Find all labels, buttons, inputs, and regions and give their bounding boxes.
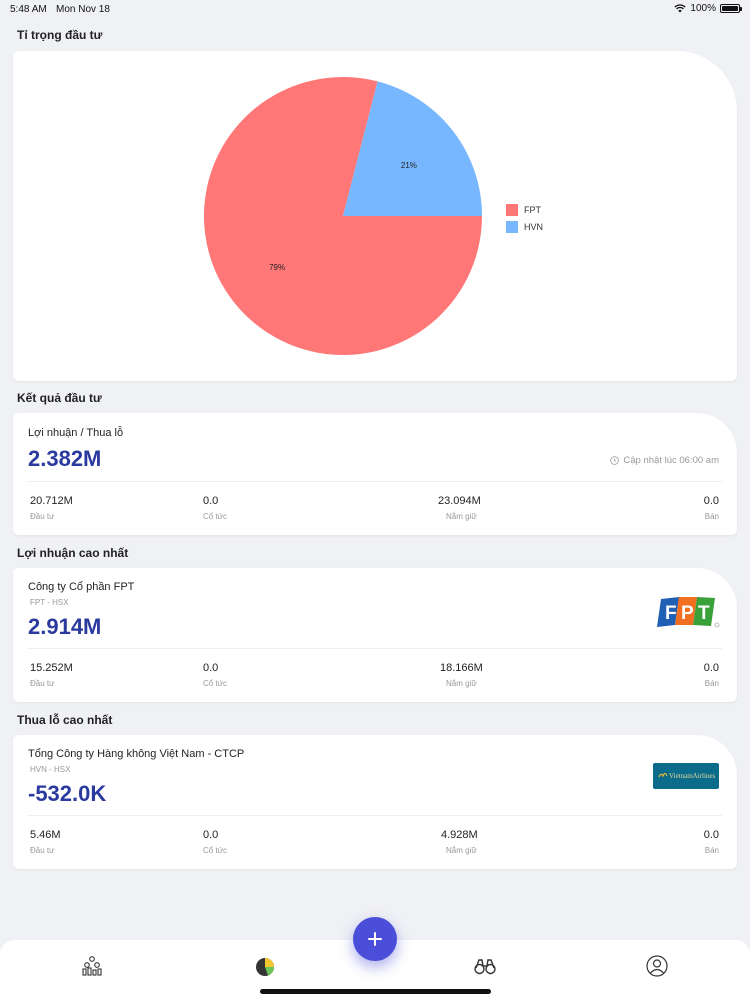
divider (28, 481, 722, 482)
stat-invest: 15.252M Đầu tư (30, 662, 73, 688)
pie-chart-icon[interactable] (253, 954, 277, 978)
updated-text: Cập nhật lúc 06:00 am (623, 455, 719, 466)
pie-chart: 79% 21% (203, 76, 483, 356)
profit-loss-value: 2.382M (28, 446, 102, 471)
loss-value: -532.0K (28, 781, 107, 806)
svg-text:F: F (665, 603, 677, 624)
status-right: 100% (674, 3, 742, 14)
stat-dividend: 0.0 Cổ tức (203, 829, 227, 855)
pie-slice-label: 79% (269, 263, 285, 272)
ticker: FPT - HSX (30, 598, 69, 607)
top-loss-card[interactable]: Tổng Công ty Hàng không Việt Nam - CTCP … (13, 735, 737, 869)
stat-label: Cổ tức (203, 846, 228, 855)
stat-invest: 20.712M Đầu tư (30, 495, 73, 521)
stat-holding: 4.928M Nắm giữ (441, 829, 478, 855)
results-card[interactable]: Lợi nhuận / Thua lỗ 2.382M Cập nhật lúc … (13, 413, 737, 535)
section-title-results: Kết quả đầu tư (17, 391, 102, 405)
legend-label: HVN (524, 221, 544, 232)
pie-legend: FPT HVN (506, 201, 543, 235)
section-title-allocation: Tỉ trọng đầu tư (17, 28, 103, 42)
divider (28, 648, 722, 649)
stat-value: 0.0 (703, 495, 719, 507)
stat-value: 0.0 (703, 829, 719, 841)
stat-label: Đầu tư (30, 679, 55, 688)
stat-label: Cổ tức (203, 512, 228, 521)
svg-text:VietnamAirlines: VietnamAirlines (669, 772, 716, 780)
battery-icon (720, 4, 742, 13)
stat-value: 15.252M (30, 662, 73, 674)
profile-icon[interactable] (645, 954, 669, 978)
stat-label: Bán (704, 512, 719, 521)
stat-label: Nắm giữ (446, 679, 477, 688)
wifi-icon (674, 4, 687, 13)
stat-value: 0.0 (703, 662, 719, 674)
svg-text:T: T (698, 603, 710, 624)
stat-label: Nắm giữ (446, 512, 477, 521)
profit-value: 2.914M (28, 614, 102, 639)
status-date: Mon Nov 18 (56, 4, 110, 15)
stat-holding: 18.166M Nắm giữ (440, 662, 483, 688)
company-name: Tổng Công ty Hàng không Việt Nam - CTCP (28, 748, 245, 760)
updated-time: Cập nhật lúc 06:00 am (610, 455, 719, 466)
stat-sold: 0.0 Bán (704, 662, 719, 688)
stat-label: Đầu tư (30, 512, 55, 521)
binoculars-icon[interactable] (473, 954, 497, 978)
status-bar: 5:48 AM Mon Nov 18 100% (0, 0, 750, 18)
divider (28, 815, 722, 816)
stat-label: Nắm giữ (446, 846, 477, 855)
ticker: HVN - HSX (30, 765, 71, 774)
portfolio-icon[interactable] (80, 954, 104, 978)
legend-swatch (506, 203, 518, 216)
profit-loss-label: Lợi nhuận / Thua lỗ (28, 427, 124, 439)
home-indicator (260, 989, 491, 994)
stat-value: 0.0 (203, 829, 219, 841)
section-title-top-profit: Lợi nhuận cao nhất (17, 546, 129, 560)
add-button[interactable] (353, 917, 397, 961)
stat-holding: 23.094M Nắm giữ (438, 495, 481, 521)
stat-label: Đầu tư (30, 846, 55, 855)
legend-item-fpt[interactable]: FPT (506, 201, 543, 218)
allocation-card: 79% 21% FPT HVN (13, 51, 737, 381)
add-icon (368, 932, 382, 946)
stat-label: Bán (704, 846, 719, 855)
stat-value: 0.0 (203, 495, 219, 507)
stat-value: 5.46M (30, 829, 61, 841)
legend-label: FPT (524, 204, 541, 215)
stat-value: 0.0 (203, 662, 219, 674)
stat-label: Cổ tức (203, 679, 228, 688)
battery-fill (722, 6, 738, 11)
stat-value: 20.712M (30, 495, 73, 507)
stat-value: 4.928M (441, 829, 478, 841)
stat-value: 18.166M (440, 662, 483, 674)
battery-percent: 100% (690, 3, 716, 14)
vietnam-airlines-logo-icon: VietnamAirlines (653, 763, 719, 789)
legend-item-hvn[interactable]: HVN (506, 218, 543, 235)
pie-slice-hvn[interactable] (343, 81, 482, 216)
stat-invest: 5.46M Đầu tư (30, 829, 61, 855)
stat-label: Bán (704, 679, 719, 688)
fpt-logo-icon: F P T (657, 597, 720, 628)
legend-swatch (506, 220, 518, 233)
status-time: 5:48 AM (10, 4, 47, 15)
svg-text:P: P (681, 603, 694, 624)
pie-slice-label: 21% (401, 161, 417, 170)
company-name: Công ty Cổ phần FPT (28, 581, 135, 593)
stat-dividend: 0.0 Cổ tức (203, 662, 227, 688)
clock-icon (610, 456, 620, 465)
stat-dividend: 0.0 Cổ tức (203, 495, 227, 521)
top-profit-card[interactable]: Công ty Cổ phần FPT FPT - HSX 2.914M F P… (13, 568, 737, 702)
stat-value: 23.094M (438, 495, 481, 507)
stat-sold: 0.0 Bán (704, 495, 719, 521)
section-title-top-loss: Thua lỗ cao nhất (17, 713, 113, 727)
stat-sold: 0.0 Bán (704, 829, 719, 855)
